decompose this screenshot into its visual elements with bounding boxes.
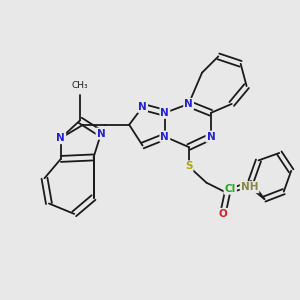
Text: O: O	[218, 209, 227, 219]
Text: NH: NH	[241, 182, 258, 192]
Text: N: N	[56, 133, 65, 143]
Text: N: N	[160, 108, 169, 118]
Text: N: N	[207, 132, 215, 142]
Text: Cl: Cl	[225, 184, 236, 194]
Text: N: N	[138, 102, 147, 112]
Text: CH₃: CH₃	[72, 81, 88, 90]
Text: N: N	[160, 132, 169, 142]
Text: N: N	[97, 129, 105, 139]
Text: N: N	[184, 99, 193, 109]
Text: S: S	[185, 161, 192, 171]
